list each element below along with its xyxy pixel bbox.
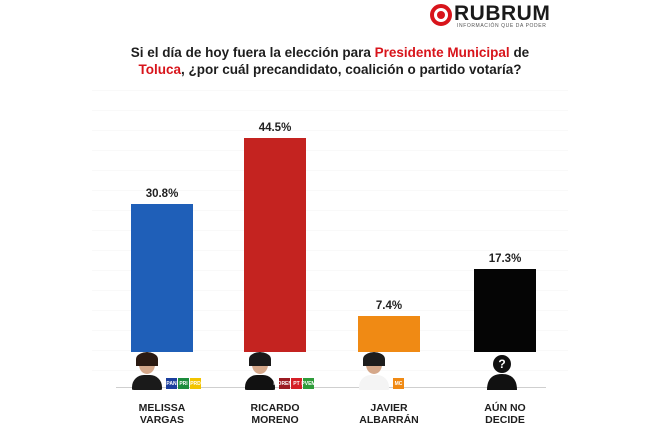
chart-baseline [116,387,546,388]
bar-value-label-4: 17.3% [488,253,522,265]
candidate-1: PAN PRI PRD MELISSA VARGAS [112,352,212,432]
candidate-name: JAVIER ALBARRÁN [339,402,439,426]
brand-name: RUBRUM [454,2,551,25]
undecided-question-mark: ? [498,357,505,371]
candidate-name-line-2: DECIDE [485,414,525,426]
question-highlight-office: Presidente Municipal [374,45,510,60]
party-logo-mc-icon: MC [393,378,404,389]
poll-question: Si el día de hoy fuera la elección para … [110,44,550,78]
candidate-name-line-1: RICARDO [250,402,300,414]
party-logo-pri-icon: PRI [178,378,189,389]
party-logo-pvem-icon: PVEM [301,378,316,389]
brand-tagline: INFORMACIÓN QUE DA PODER [457,23,547,29]
brand-logo-mark-icon [430,4,452,26]
bar-value-label-3: 7.4% [375,300,403,312]
bar-value-label-2: 44.5% [258,122,292,134]
candidate-name: RICARDO MORENO [225,402,325,426]
party-logo-morena-icon: MORENA [273,378,296,389]
candidate-photo [357,352,391,390]
question-highlight-city: Toluca [138,62,181,77]
party-logos: MC [393,378,404,390]
bar-4 [474,269,536,352]
candidate-4: ? AÚN NO DECIDE [455,352,555,432]
bar-value-label-1: 30.8% [145,188,179,200]
candidate-name: AÚN NO DECIDE [455,402,555,426]
candidate-2: MORENA PT PVEM RICARDO MORENO [225,352,325,432]
candidate-name-line-2: MORENO [251,414,299,426]
bar-3 [358,316,420,352]
question-part-1: Si el día de hoy fuera la elección para [130,45,375,60]
party-logos: PAN PRI PRD [166,378,201,390]
candidate-photo [243,352,277,390]
question-part-2: de [509,45,530,60]
party-logos: MORENA PT PVEM [273,378,316,390]
party-logo-pt-icon: PT [291,378,302,389]
candidate-name-line-1: AÚN NO [484,402,526,414]
candidate-name-line-1: JAVIER [370,402,408,414]
party-logo-pan-icon: PAN [166,378,177,389]
candidate-name-line-2: VARGAS [139,414,185,426]
undecided-silhouette-icon: ? [487,355,517,390]
party-logo-prd-icon: PRD [190,378,201,389]
candidate-name-line-1: MELISSA [138,402,186,414]
candidate-name-line-2: ALBARRÁN [359,414,419,426]
candidate-photo [130,352,164,390]
candidate-name: MELISSA VARGAS [112,402,212,426]
question-part-3: , ¿por cuál precandidato, coalición o pa… [180,62,522,77]
candidate-3: MC JAVIER ALBARRÁN [339,352,439,432]
bar-2 [244,138,306,352]
bar-1 [131,204,193,352]
brand-logo: RUBRUM INFORMACIÓN QUE DA PODER [430,2,560,34]
